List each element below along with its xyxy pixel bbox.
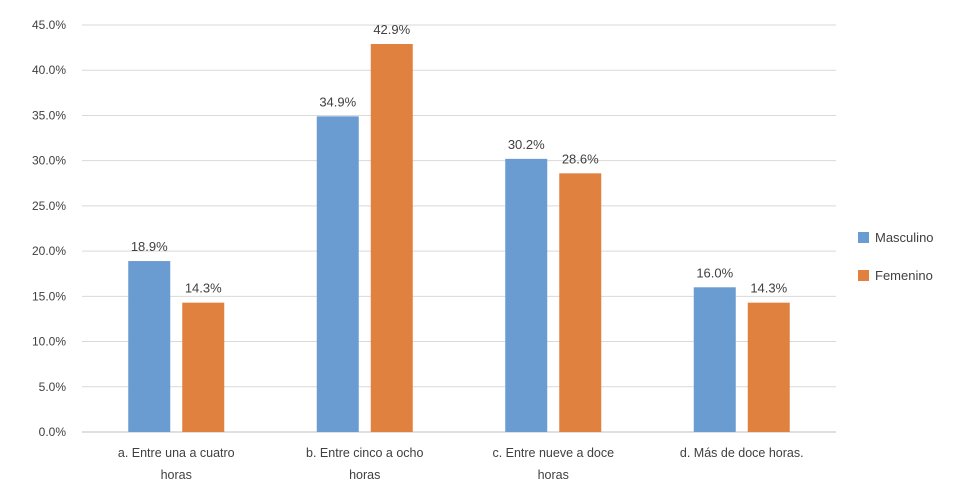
bar-femenino (559, 173, 602, 432)
x-axis: a. Entre una a cuatro horas b. Entre cinco… (118, 446, 804, 482)
data-labels: 18.9% 14.3% 34.9% 42.9% 30.2% 28.6% 16.0% 14.3% (131, 22, 788, 296)
legend-swatch (858, 232, 869, 243)
bars (128, 43, 790, 433)
data-label: 18.9% (131, 239, 168, 254)
bar-masculino (316, 116, 359, 433)
legend: Masculino Femenino (858, 230, 934, 283)
x-category-label: horas (349, 468, 380, 482)
bar-femenino (370, 43, 413, 432)
bar-femenino (747, 302, 790, 432)
x-category-label: b. Entre cinco a ocho (306, 446, 423, 460)
data-label: 42.9% (373, 22, 410, 37)
y-tick-label: 45.0% (32, 18, 66, 32)
x-category-label: horas (538, 468, 569, 482)
y-tick-label: 35.0% (32, 108, 66, 122)
y-tick-label: 25.0% (32, 199, 66, 213)
y-tick-label: 0.0% (39, 425, 67, 439)
data-label: 14.3% (185, 281, 222, 296)
y-tick-label: 5.0% (39, 380, 67, 394)
data-label: 14.3% (750, 281, 787, 296)
y-tick-label: 30.0% (32, 154, 66, 168)
data-label: 28.6% (562, 151, 599, 166)
x-category-label: c. Entre nueve a doce (492, 446, 614, 460)
data-label: 30.2% (508, 137, 545, 152)
data-label: 34.9% (319, 94, 356, 109)
y-tick-label: 15.0% (32, 289, 66, 303)
y-tick-label: 20.0% (32, 244, 66, 258)
x-category-label: a. Entre una a cuatro (118, 446, 235, 460)
bar-femenino (182, 302, 225, 432)
y-axis: 0.0% 5.0% 10.0% 15.0% 20.0% 25.0% 30.0% 35.0% 40… (32, 18, 66, 439)
y-tick-label: 40.0% (32, 63, 66, 77)
data-label: 16.0% (696, 265, 733, 280)
legend-swatch (858, 270, 869, 281)
bar-masculino (505, 158, 548, 432)
legend-label: Masculino (875, 230, 934, 245)
legend-label: Femenino (875, 268, 933, 283)
bar-masculino (128, 261, 171, 432)
bar-masculino (693, 287, 736, 432)
x-category-label: horas (161, 468, 192, 482)
x-category-label: d. Más de doce horas. (680, 446, 804, 460)
y-tick-label: 10.0% (32, 335, 66, 349)
